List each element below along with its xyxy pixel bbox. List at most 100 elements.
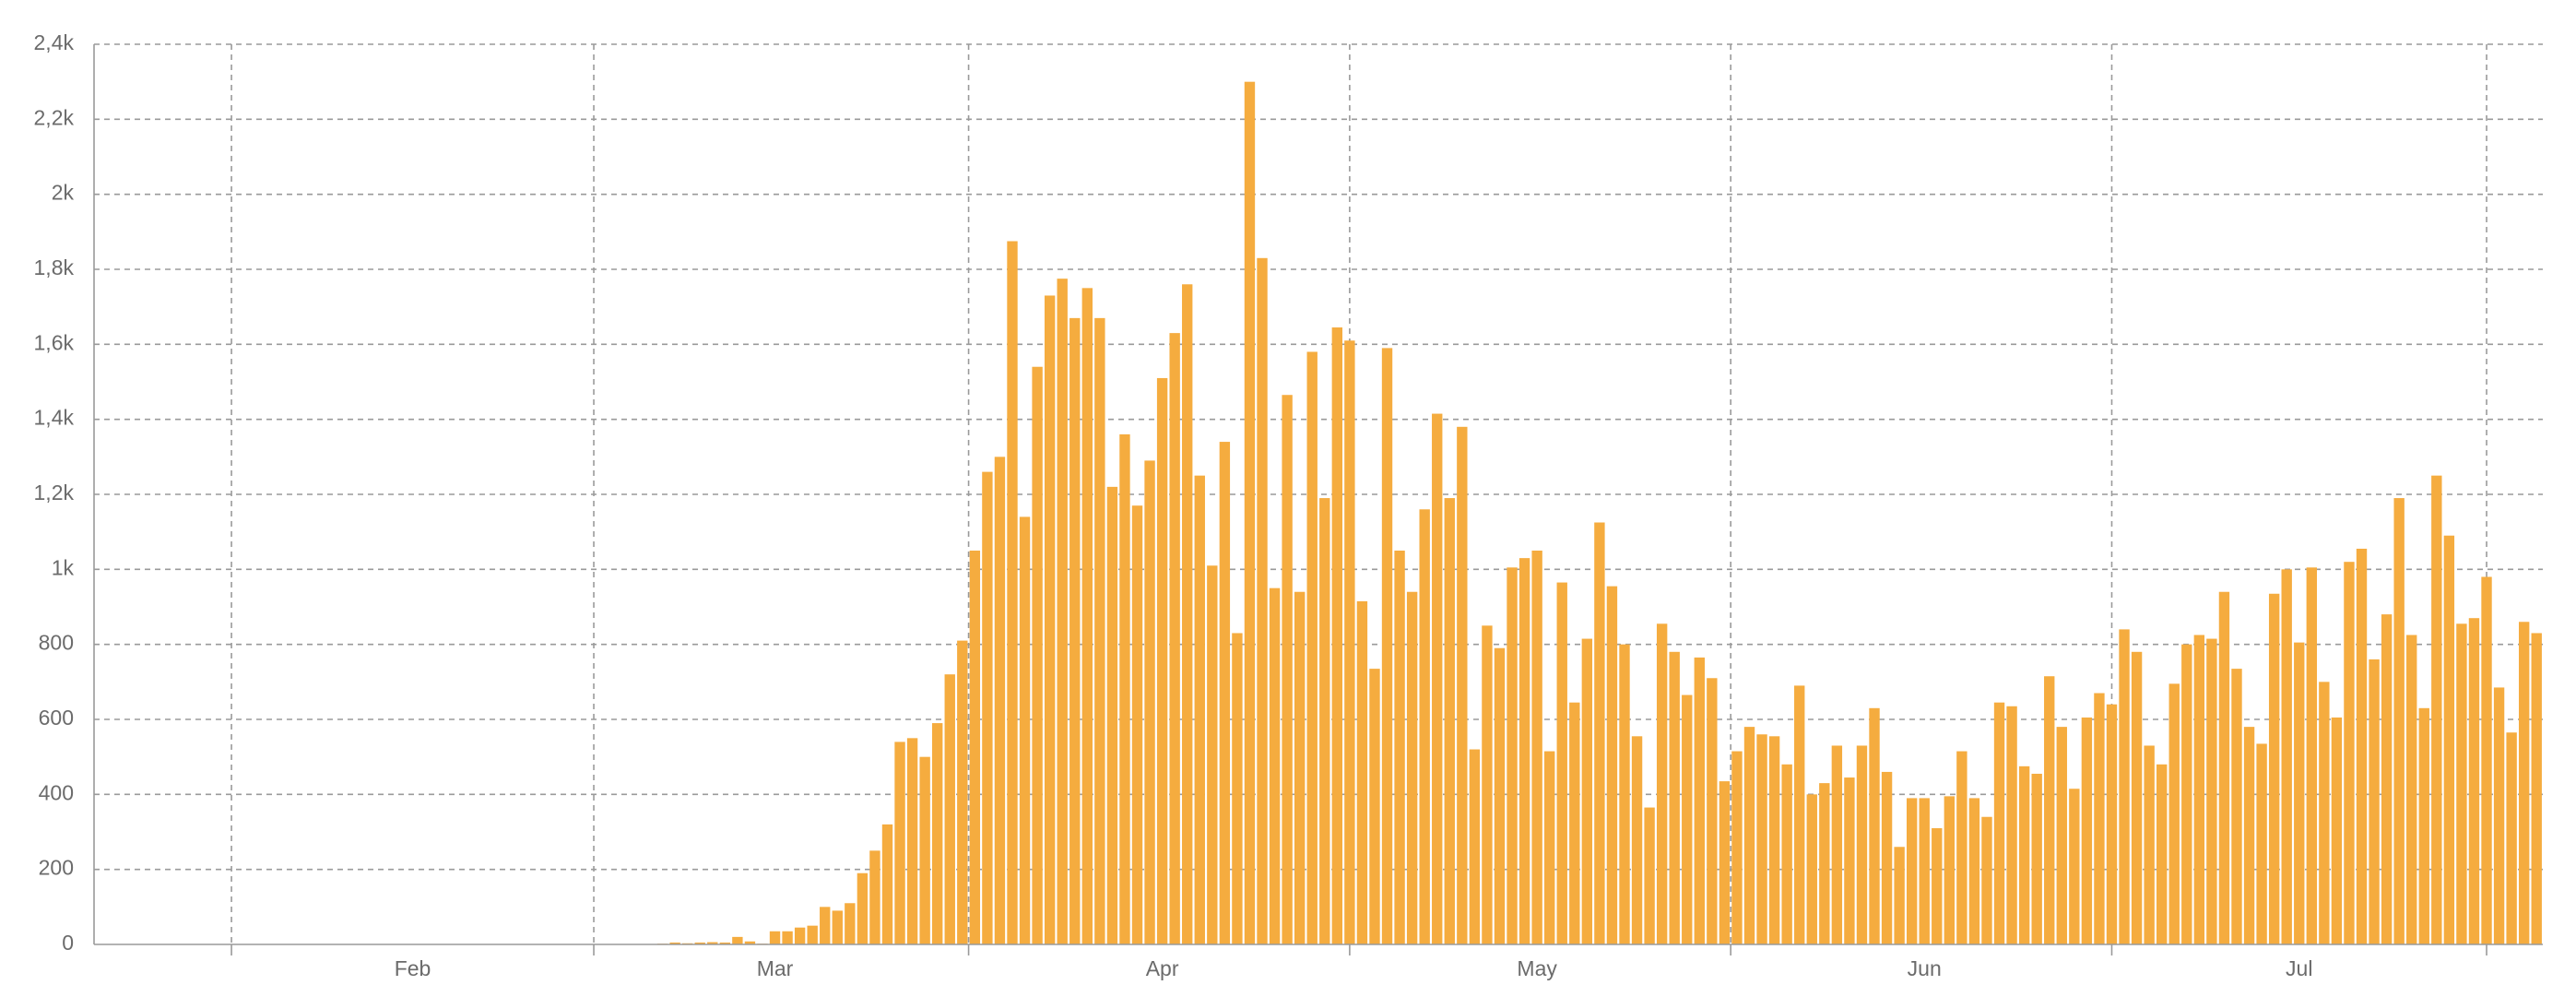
bar bbox=[2081, 717, 2093, 944]
bar bbox=[1457, 426, 1468, 944]
bar bbox=[2094, 693, 2105, 944]
bar bbox=[1057, 279, 1068, 945]
bar bbox=[2456, 623, 2467, 944]
bar bbox=[2443, 535, 2455, 944]
bar bbox=[807, 925, 818, 944]
bar bbox=[2493, 687, 2505, 944]
bar bbox=[820, 907, 831, 944]
bar bbox=[1932, 827, 1943, 944]
bar bbox=[1194, 475, 1205, 944]
bar bbox=[1906, 798, 1918, 944]
bar bbox=[1482, 625, 1493, 944]
x-tick-label: Feb bbox=[395, 956, 431, 980]
bar bbox=[2431, 475, 2442, 944]
bar bbox=[782, 931, 793, 944]
bar bbox=[719, 942, 731, 944]
bar bbox=[2031, 773, 2042, 944]
bar bbox=[2193, 635, 2205, 944]
bar bbox=[1406, 591, 1418, 944]
bar bbox=[2281, 569, 2292, 944]
y-tick-label: 2,2k bbox=[34, 105, 75, 129]
bar bbox=[1081, 288, 1093, 944]
bar bbox=[1169, 333, 1180, 945]
bar bbox=[1331, 327, 1343, 944]
bar bbox=[1306, 351, 1318, 944]
bar bbox=[1806, 794, 1817, 944]
bar bbox=[1219, 442, 1231, 945]
bar bbox=[1993, 702, 2005, 944]
bar bbox=[2306, 567, 2317, 944]
bar bbox=[1432, 413, 1443, 945]
bar bbox=[1682, 694, 1693, 944]
y-tick-label: 0 bbox=[62, 931, 74, 955]
bar bbox=[1119, 433, 1130, 944]
bar bbox=[1644, 807, 1655, 944]
y-tick-label: 800 bbox=[39, 631, 74, 655]
bar bbox=[2206, 638, 2217, 944]
bar bbox=[2294, 642, 2305, 944]
bar bbox=[2069, 789, 2080, 944]
bar bbox=[1232, 633, 1243, 944]
bar bbox=[1856, 745, 1868, 944]
y-tick-label: 600 bbox=[39, 706, 74, 730]
bar bbox=[1768, 736, 1780, 944]
bar bbox=[2181, 644, 2192, 944]
bar bbox=[732, 936, 743, 944]
bar bbox=[1032, 366, 1043, 944]
bar bbox=[1794, 685, 1805, 944]
x-tick-label: Jun bbox=[1908, 956, 1942, 980]
bar bbox=[1781, 764, 1792, 944]
y-tick-label: 2k bbox=[52, 181, 75, 205]
bar bbox=[1294, 591, 1306, 944]
bar bbox=[2131, 651, 2143, 944]
x-tick-label: Jul bbox=[2286, 956, 2312, 980]
bar bbox=[1019, 516, 1031, 944]
bar bbox=[1881, 771, 1893, 944]
bar bbox=[1743, 727, 1755, 944]
bar bbox=[2231, 669, 2242, 944]
bar bbox=[1344, 340, 1355, 944]
bar bbox=[1581, 638, 1593, 944]
bar bbox=[2106, 704, 2118, 944]
bar bbox=[1518, 558, 1530, 944]
bar bbox=[857, 872, 869, 944]
y-tick-label: 1,4k bbox=[34, 406, 75, 430]
x-tick-label: Apr bbox=[1146, 956, 1179, 980]
bar bbox=[1394, 551, 1405, 944]
bar bbox=[1094, 317, 1105, 944]
bar bbox=[1968, 798, 1980, 944]
bar bbox=[1244, 81, 1256, 944]
bar bbox=[2518, 622, 2530, 944]
x-tick-label: May bbox=[1517, 956, 1557, 980]
bar bbox=[1044, 295, 1056, 944]
bar bbox=[2168, 683, 2180, 944]
bar bbox=[1556, 582, 1567, 944]
bar bbox=[982, 471, 993, 945]
bar bbox=[1257, 257, 1268, 944]
bar bbox=[1544, 751, 1555, 944]
bar bbox=[1619, 644, 1630, 944]
bar bbox=[2481, 576, 2492, 944]
bar bbox=[1919, 798, 1930, 944]
bar bbox=[1569, 702, 1580, 944]
y-tick-label: 1,2k bbox=[34, 481, 75, 504]
bar bbox=[707, 942, 718, 944]
bar bbox=[869, 850, 880, 944]
bar bbox=[794, 927, 806, 944]
bar bbox=[1707, 678, 1718, 944]
bar bbox=[994, 457, 1006, 944]
bar bbox=[2018, 765, 2030, 944]
bar bbox=[1669, 651, 1680, 944]
bar bbox=[2268, 593, 2280, 944]
bar bbox=[1819, 783, 1830, 944]
bar bbox=[2406, 635, 2417, 944]
bar bbox=[1719, 781, 1731, 944]
bar bbox=[2418, 707, 2429, 944]
bar bbox=[2044, 676, 2055, 944]
bar bbox=[1207, 565, 1218, 944]
bar bbox=[1894, 847, 1905, 944]
bar bbox=[1144, 460, 1155, 944]
bar bbox=[2243, 727, 2255, 944]
bar bbox=[2319, 682, 2330, 944]
